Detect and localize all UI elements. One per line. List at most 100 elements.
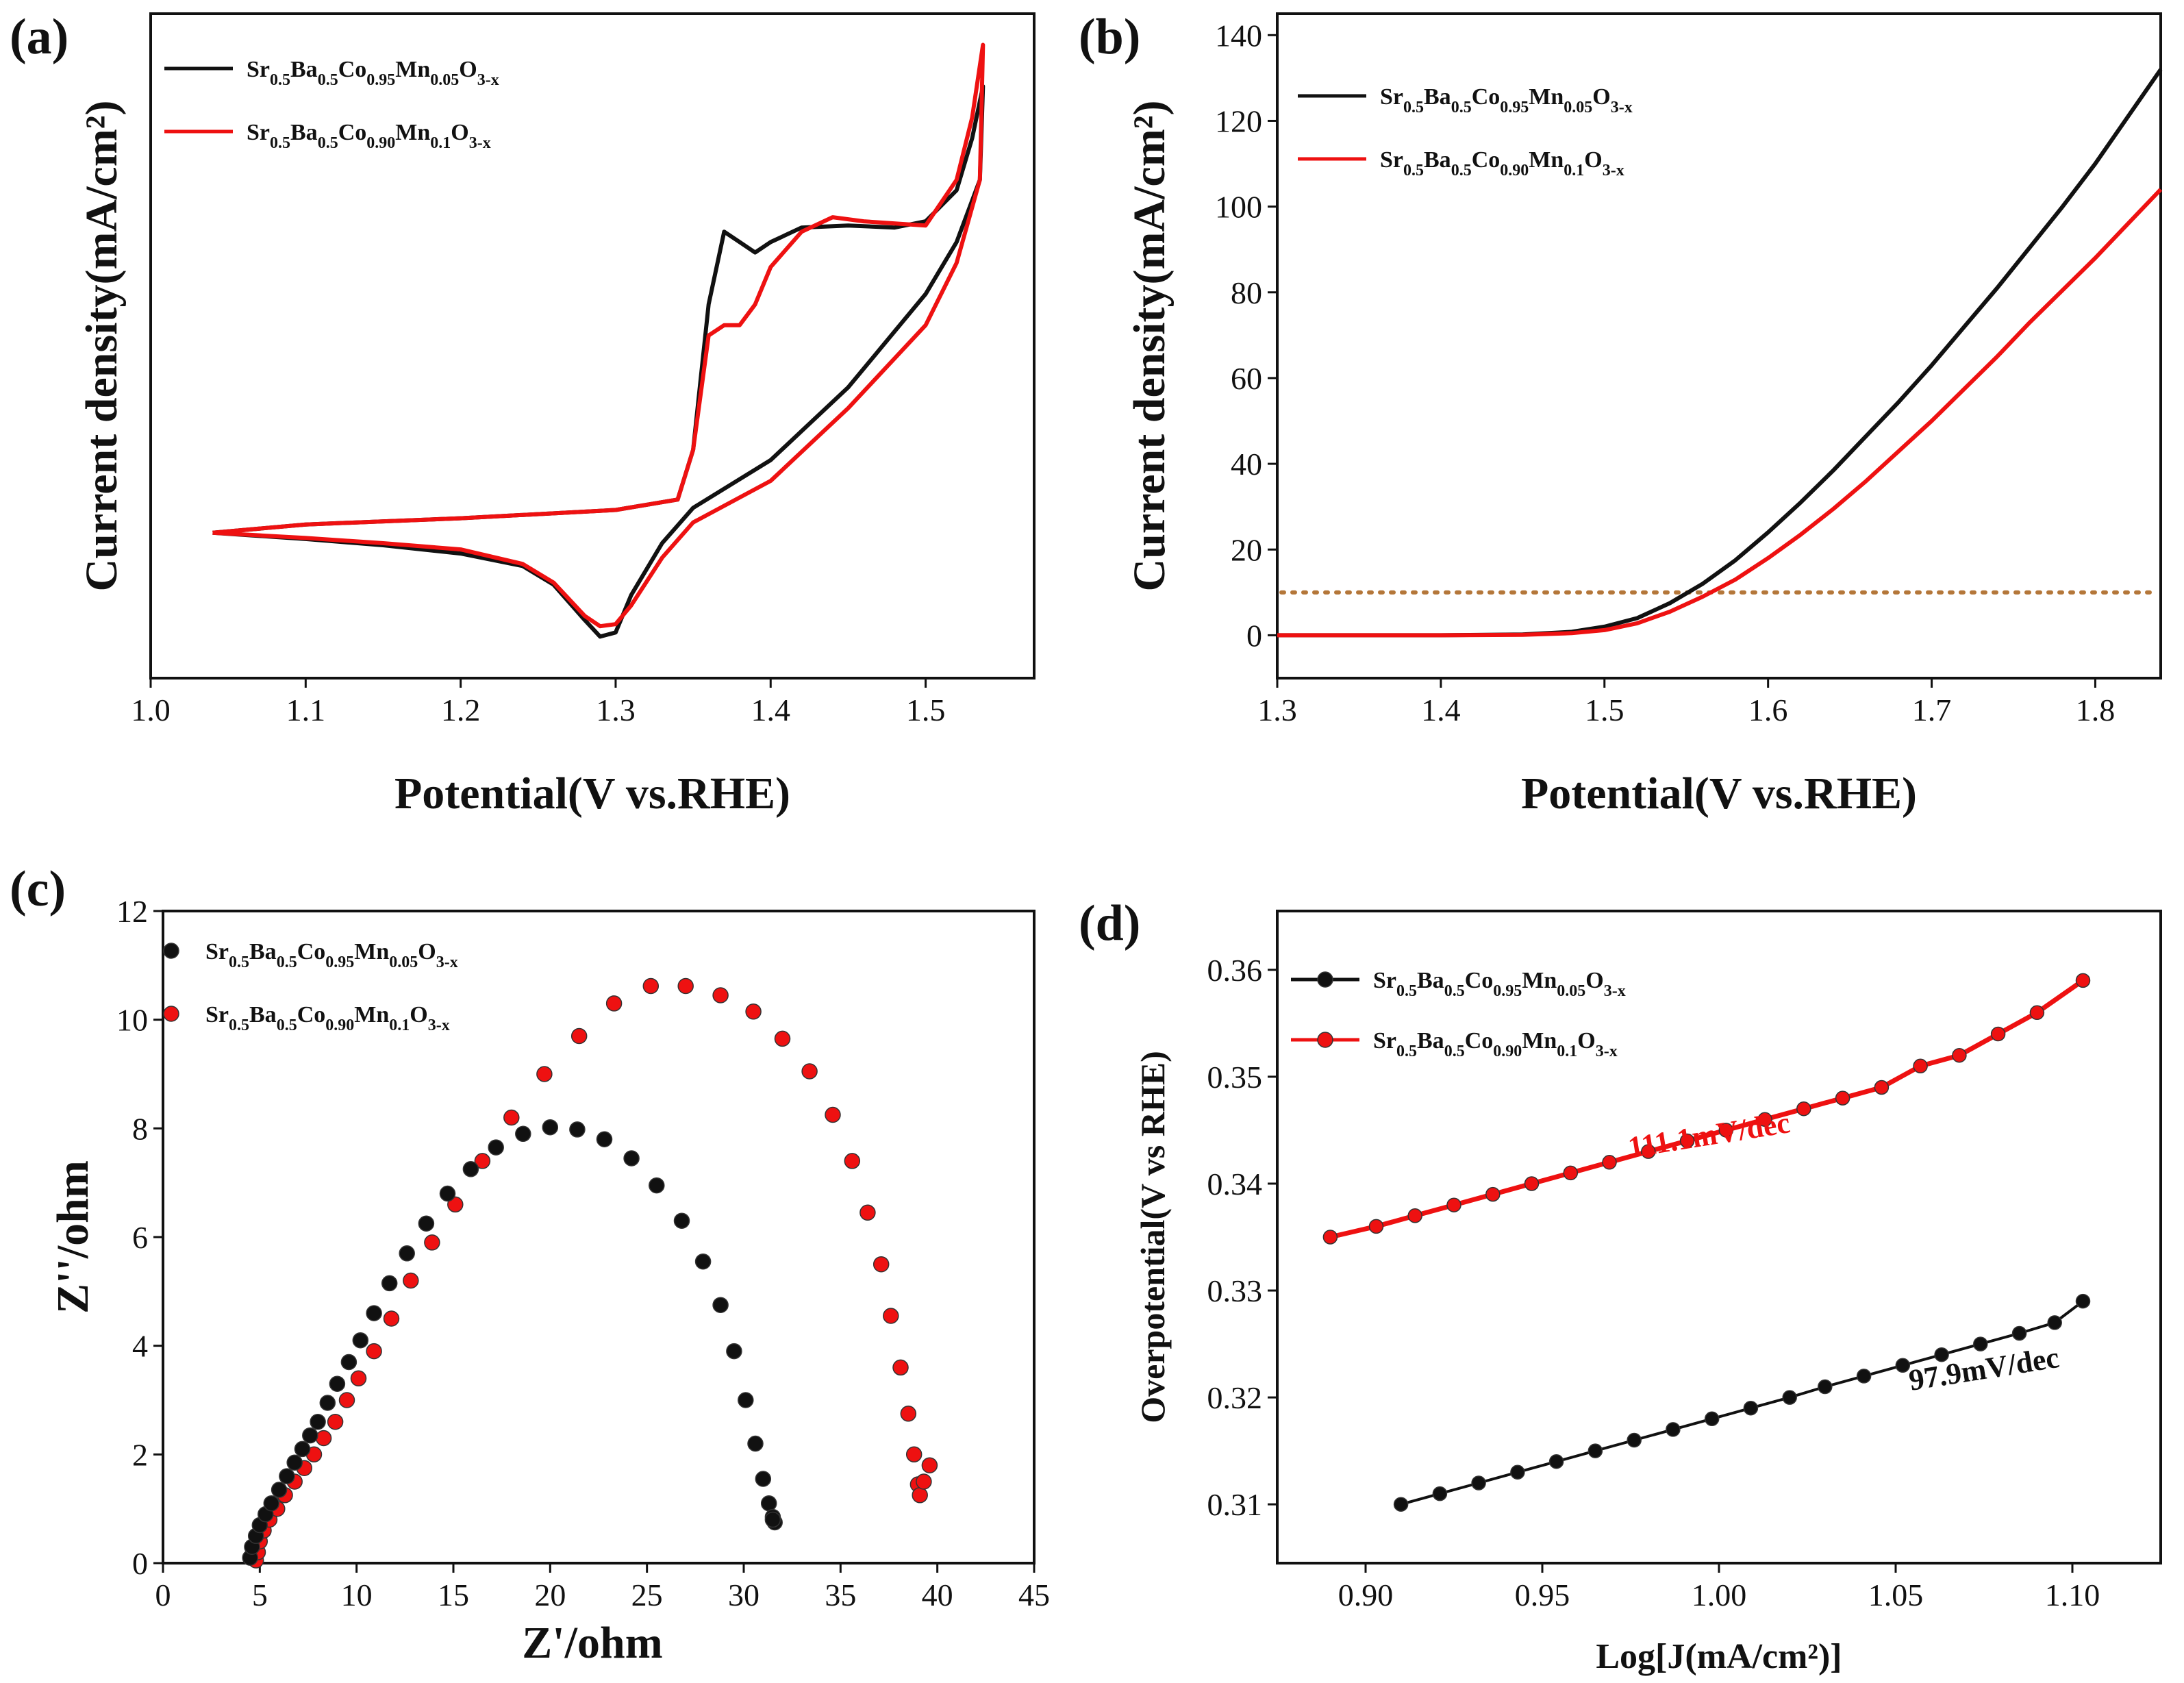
legend-label: Sr0.5Ba0.5Co0.90Mn0.1O3-x — [247, 120, 491, 152]
data-point — [569, 1121, 586, 1138]
data-point — [1835, 1090, 1850, 1106]
data-point — [399, 1245, 415, 1262]
data-point — [271, 1482, 288, 1498]
panel-b-legend: Sr0.5Ba0.5Co0.95Mn0.05O3-x Sr0.5Ba0.5Co0.… — [1298, 84, 1633, 179]
data-point — [1627, 1432, 1642, 1448]
y-tick-label: 0.31 — [1207, 1487, 1263, 1522]
data-point — [1718, 1123, 1734, 1138]
data-point — [2029, 1005, 2045, 1021]
data-point — [2075, 973, 2091, 988]
panel-b-x-ticks: 1.3 1.4 1.5 1.6 1.7 1.8 — [1257, 678, 2115, 727]
y-tick-label: 40 — [1231, 447, 1262, 482]
data-point — [366, 1305, 382, 1321]
data-point — [488, 1139, 504, 1156]
y-tick-label: 6 — [132, 1220, 148, 1255]
y-tick-label: 0.36 — [1207, 953, 1263, 988]
data-point — [1641, 1144, 1656, 1159]
legend-label: Sr0.5Ba0.5Co0.95Mn0.05O3-x — [1373, 968, 1626, 1000]
data-point — [1666, 1422, 1681, 1437]
panel-a-label: (a) — [10, 9, 68, 65]
panel-b: (b) 1.3 1.4 1.5 1.6 1.7 1.8 0 20 40 60 80 100 120 14… — [1079, 9, 2163, 819]
panel-c-legend: Sr0.5Ba0.5Co0.95Mn0.05O3-x Sr0.5Ba0.5Co0.… — [163, 939, 458, 1034]
data-point — [2075, 1293, 2091, 1309]
legend-label: Sr0.5Ba0.5Co0.95Mn0.05O3-x — [205, 939, 458, 971]
data-point — [916, 1473, 932, 1490]
data-point — [1393, 1497, 1409, 1512]
data-point — [366, 1343, 382, 1360]
legend-swatch-marker — [163, 1006, 179, 1022]
panel-c-y-label: Z''/ohm — [48, 1160, 98, 1314]
series-line — [1277, 188, 2163, 638]
panel-d-x-label: Log[J(mA/cm²)] — [1596, 1637, 1842, 1676]
panel-b-x-label: Potential(V vs.RHE) — [1521, 769, 1917, 819]
legend-swatch-marker — [1317, 1032, 1333, 1048]
data-point — [418, 1215, 435, 1232]
data-point — [623, 1150, 640, 1167]
data-point — [536, 1066, 553, 1082]
data-point — [381, 1275, 398, 1292]
data-point — [825, 1106, 841, 1123]
y-tick-label: 140 — [1215, 18, 1262, 53]
data-point — [1322, 1230, 1338, 1245]
x-tick-label: 1.10 — [2045, 1578, 2100, 1612]
data-point — [542, 1119, 559, 1136]
data-point — [642, 977, 660, 995]
legend-label: Sr0.5Ba0.5Co0.95Mn0.05O3-x — [1380, 84, 1633, 116]
data-point — [755, 1471, 772, 1487]
data-point — [319, 1395, 336, 1411]
y-tick-label: 0.32 — [1207, 1380, 1263, 1415]
data-point — [677, 977, 694, 995]
data-point — [1796, 1101, 1811, 1117]
panel-b-y-label: Current density(mA/cm²) — [1125, 101, 1175, 592]
data-point — [294, 1441, 311, 1458]
y-tick-label: 12 — [116, 894, 148, 929]
data-point — [503, 1109, 520, 1126]
y-tick-label: 20 — [1231, 532, 1262, 567]
data-point — [424, 1234, 440, 1251]
x-tick-label: 10 — [341, 1578, 373, 1612]
panel-a-x-label: Potential(V vs.RHE) — [394, 769, 790, 819]
panel-d-y-ticks: 0.31 0.32 0.33 0.34 0.35 0.36 — [1207, 953, 1277, 1522]
data-point — [873, 1256, 890, 1273]
data-point — [1990, 1026, 2006, 1042]
x-tick-label: 1.1 — [286, 693, 326, 727]
panel-c: (c) 0 5 10 15 20 25 30 35 40 45 0 2 4 6 8 10 12 Sr0.5Ba… — [10, 861, 1050, 1668]
data-point — [726, 1343, 742, 1360]
x-tick-label: 1.6 — [1748, 693, 1788, 727]
data-point — [352, 1332, 369, 1349]
data-point — [279, 1468, 295, 1484]
y-tick-label: 0 — [1246, 618, 1262, 653]
x-tick-label: 25 — [631, 1578, 663, 1612]
panel-a-frame — [149, 12, 1035, 680]
data-point — [515, 1125, 531, 1143]
data-point — [596, 1131, 613, 1147]
data-point — [474, 1153, 491, 1169]
data-point — [383, 1310, 400, 1327]
data-point — [1874, 1080, 1890, 1095]
x-tick-label: 1.5 — [1585, 693, 1624, 727]
data-point — [1602, 1155, 1617, 1170]
legend-label: Sr0.5Ba0.5Co0.95Mn0.05O3-x — [247, 57, 499, 89]
panel-c-label: (c) — [10, 861, 66, 917]
data-point — [1704, 1411, 1720, 1427]
legend-swatch-marker — [1317, 971, 1333, 988]
legend-label: Sr0.5Ba0.5Co0.90Mn0.1O3-x — [205, 1002, 450, 1034]
data-point — [350, 1370, 367, 1387]
data-point — [745, 1003, 762, 1020]
data-point — [774, 1030, 791, 1047]
data-point — [263, 1495, 280, 1512]
legend-label: Sr0.5Ba0.5Co0.90Mn0.1O3-x — [1373, 1028, 1618, 1060]
data-point — [327, 1413, 344, 1430]
data-point — [747, 1435, 764, 1452]
data-point — [1934, 1347, 1949, 1362]
legend-swatch-marker — [163, 943, 179, 959]
panel-d-legend: Sr0.5Ba0.5Co0.95Mn0.05O3-x Sr0.5Ba0.5Co0.… — [1291, 968, 1626, 1060]
x-tick-label: 40 — [922, 1578, 953, 1612]
y-tick-label: 4 — [132, 1329, 148, 1364]
data-point — [764, 1511, 781, 1528]
x-tick-label: 15 — [438, 1578, 469, 1612]
x-tick-label: 1.4 — [1421, 693, 1461, 727]
x-tick-label: 1.4 — [751, 693, 791, 727]
data-point — [1471, 1475, 1486, 1491]
